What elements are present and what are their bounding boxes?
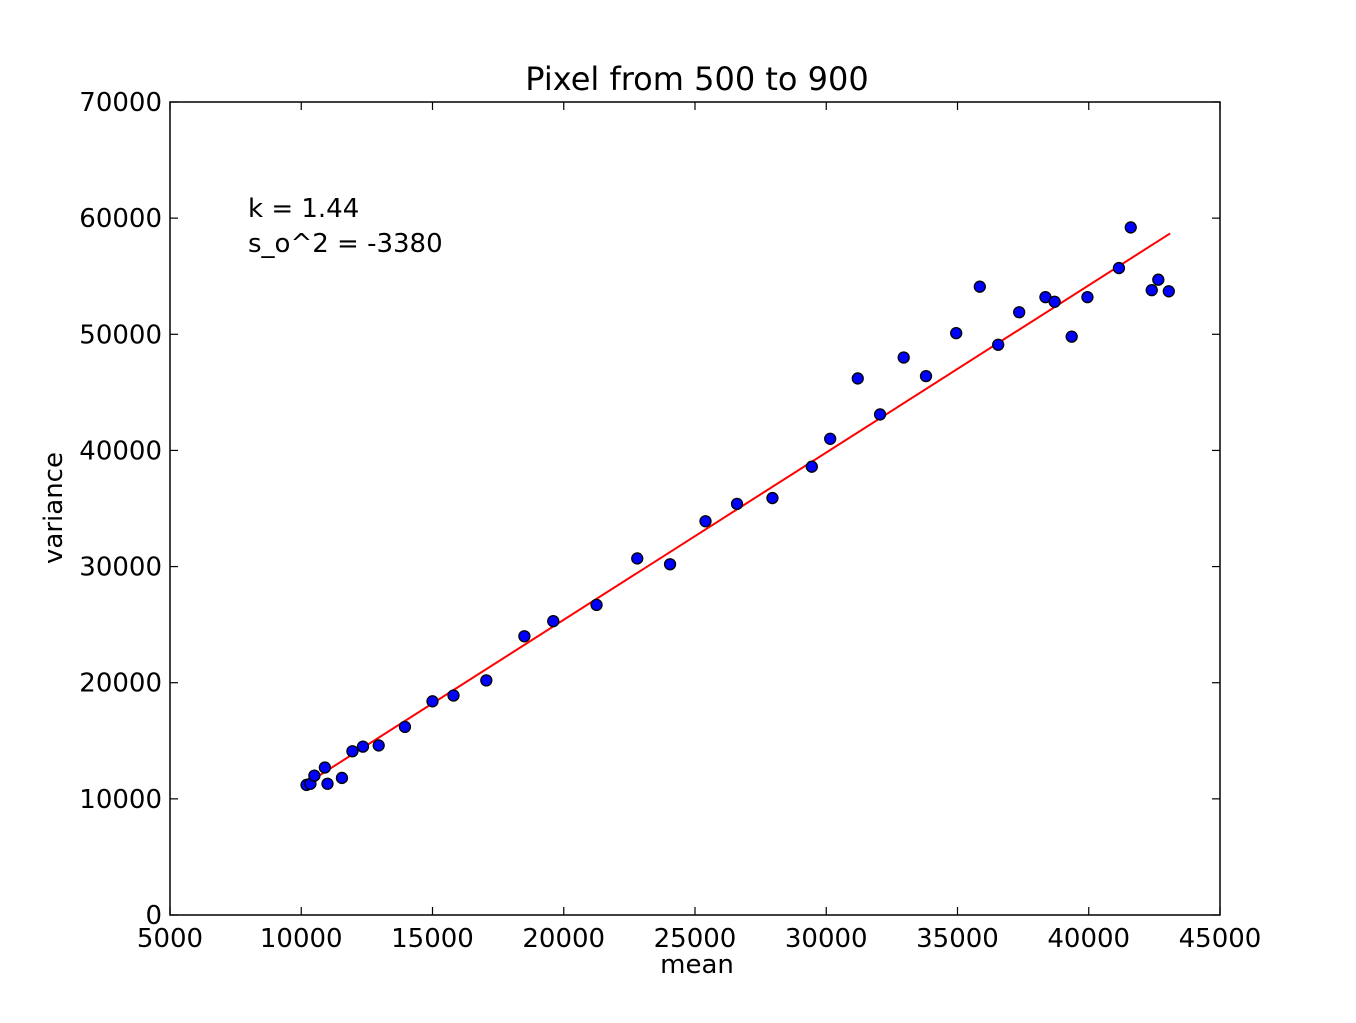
data-point bbox=[1065, 330, 1078, 343]
data-point bbox=[318, 761, 332, 774]
x-tick-label: 30000 bbox=[785, 924, 868, 954]
data-point bbox=[1152, 273, 1165, 286]
data-point bbox=[356, 740, 370, 753]
data-point bbox=[873, 408, 887, 421]
data-point bbox=[973, 280, 986, 293]
y-axis-ticks: 0 10000 20000 30000 40000 50000 60000 70000 bbox=[79, 88, 1220, 931]
data-point bbox=[766, 491, 779, 505]
data-point bbox=[1013, 306, 1026, 319]
data-point bbox=[897, 351, 910, 364]
data-point bbox=[447, 689, 460, 702]
data-point bbox=[1048, 295, 1061, 308]
y-tick-label: 30000 bbox=[79, 553, 162, 583]
data-point bbox=[518, 630, 531, 643]
x-tick-label: 20000 bbox=[522, 924, 605, 954]
data-point bbox=[699, 515, 712, 528]
data-point bbox=[1162, 285, 1175, 298]
data-points-layer bbox=[300, 221, 1175, 792]
x-tick-label: 10000 bbox=[260, 924, 343, 954]
data-point bbox=[1112, 261, 1126, 275]
data-point bbox=[335, 771, 349, 785]
data-point bbox=[950, 326, 963, 340]
data-point bbox=[663, 558, 677, 571]
data-point bbox=[372, 739, 385, 752]
data-point bbox=[398, 720, 412, 733]
data-point bbox=[321, 777, 334, 790]
x-tick-label: 5000 bbox=[137, 924, 203, 954]
y-tick-label: 0 bbox=[145, 901, 162, 931]
annotation-s0: s_o^2 = -3380 bbox=[248, 229, 443, 259]
y-axis-label: variance bbox=[39, 452, 69, 564]
y-tick-label: 70000 bbox=[79, 88, 162, 118]
data-point bbox=[1081, 290, 1094, 304]
chart-title: Pixel from 500 to 900 bbox=[525, 60, 868, 98]
y-tick-label: 20000 bbox=[79, 669, 162, 699]
data-point bbox=[590, 598, 603, 612]
x-tick-label: 25000 bbox=[654, 924, 737, 954]
y-tick-label: 60000 bbox=[79, 204, 162, 234]
data-point bbox=[426, 695, 439, 708]
data-point bbox=[1124, 221, 1137, 234]
data-point bbox=[1145, 283, 1158, 297]
y-tick-label: 50000 bbox=[79, 320, 162, 350]
data-point bbox=[851, 372, 864, 385]
annotation-k: k = 1.44 bbox=[248, 194, 359, 224]
x-axis-label: mean bbox=[660, 950, 734, 980]
x-axis-ticks: 5000 10000 15000 20000 25000 30000 35000 40000 4… bbox=[137, 102, 1261, 954]
data-point bbox=[992, 338, 1005, 351]
data-point bbox=[919, 369, 933, 383]
x-tick-label: 15000 bbox=[391, 924, 474, 954]
data-point bbox=[730, 497, 744, 511]
data-point bbox=[480, 674, 493, 687]
data-point bbox=[308, 769, 321, 782]
data-point bbox=[346, 745, 359, 758]
y-tick-label: 40000 bbox=[79, 436, 162, 466]
data-point bbox=[547, 615, 560, 628]
y-tick-label: 10000 bbox=[79, 785, 162, 815]
x-tick-label: 35000 bbox=[916, 924, 999, 954]
x-tick-label: 45000 bbox=[1179, 924, 1262, 954]
data-point bbox=[824, 432, 837, 445]
x-tick-label: 40000 bbox=[1047, 924, 1130, 954]
data-point bbox=[805, 460, 818, 473]
data-point bbox=[631, 552, 644, 565]
